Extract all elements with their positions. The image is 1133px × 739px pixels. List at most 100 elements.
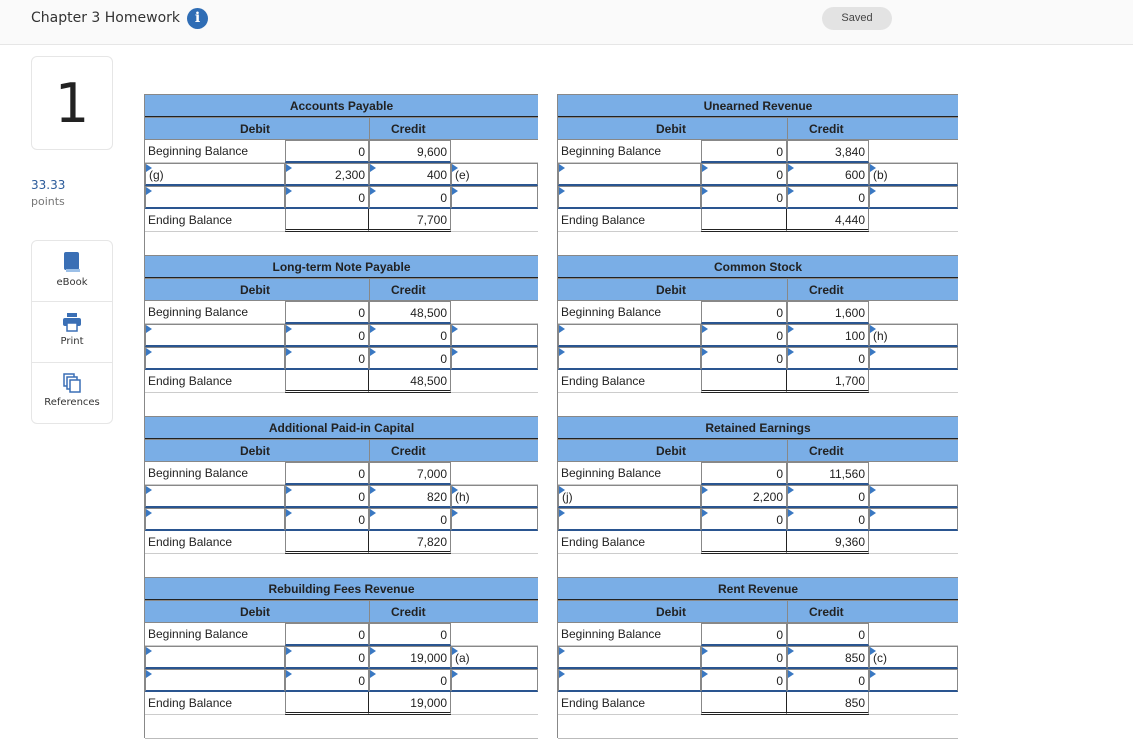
entry-credit-input[interactable]: 850 <box>787 646 869 669</box>
entry-debit-input[interactable]: 2,300 <box>285 163 369 186</box>
entry-credit-input[interactable]: 0 <box>369 324 451 347</box>
beginning-credit-input[interactable]: 11,560 <box>787 462 869 485</box>
entry-label-select[interactable] <box>558 163 701 186</box>
debit-header: Debit <box>656 444 686 458</box>
beginning-credit-input[interactable]: 9,600 <box>369 140 451 163</box>
entry-note-select[interactable] <box>869 669 958 692</box>
entry-debit-input[interactable]: 0 <box>285 646 369 669</box>
entry-debit-input[interactable]: 0 <box>285 669 369 692</box>
entry-credit-input[interactable]: 0 <box>369 347 451 370</box>
entry-label-select[interactable] <box>558 669 701 692</box>
entry-note-select[interactable]: (c) <box>869 646 958 669</box>
entry-note-select[interactable]: (h) <box>451 485 538 508</box>
beginning-credit-input[interactable]: 3,840 <box>787 140 869 163</box>
entry-note-select[interactable]: (a) <box>451 646 538 669</box>
info-icon[interactable]: i <box>187 8 208 29</box>
entry-debit-input[interactable]: 0 <box>701 646 787 669</box>
entry-label-select[interactable] <box>558 646 701 669</box>
entry-note-select[interactable] <box>451 508 538 531</box>
column-header-row: Debit Credit <box>145 117 538 140</box>
entry-debit-input[interactable]: 0 <box>701 163 787 186</box>
beginning-debit-input[interactable]: 0 <box>701 462 787 485</box>
beginning-debit-input[interactable]: 0 <box>285 462 369 485</box>
entry-note-select[interactable]: (e) <box>451 163 538 186</box>
entry-label-select[interactable] <box>558 347 701 370</box>
entry-note-select[interactable] <box>869 485 958 508</box>
entry-credit-input[interactable]: 600 <box>787 163 869 186</box>
entry-debit-input[interactable]: 0 <box>285 324 369 347</box>
entry-label-select[interactable] <box>145 347 285 370</box>
entry-label-select[interactable] <box>145 324 285 347</box>
beginning-debit-input[interactable]: 0 <box>285 301 369 324</box>
entry-debit-input[interactable]: 0 <box>285 347 369 370</box>
ebook-button[interactable]: eBook <box>32 241 112 302</box>
entry-label-select[interactable] <box>145 485 285 508</box>
entry-credit-input[interactable]: 0 <box>787 669 869 692</box>
entry-debit-input[interactable]: 0 <box>701 508 787 531</box>
beginning-balance-label: Beginning Balance <box>561 144 662 158</box>
entry-label-select[interactable]: (j) <box>558 485 701 508</box>
entry-debit-input[interactable]: 0 <box>701 669 787 692</box>
entry-note-select[interactable]: (b) <box>869 163 958 186</box>
entry-note-select[interactable] <box>869 347 958 370</box>
entry-credit-input[interactable]: 0 <box>369 669 451 692</box>
entry-credit-input[interactable]: 100 <box>787 324 869 347</box>
credit-header: Credit <box>391 605 426 619</box>
entry-note-select[interactable] <box>451 669 538 692</box>
top-bar: Chapter 3 Homework i Saved <box>0 0 1133 45</box>
ending-balance-label: Ending Balance <box>561 535 646 549</box>
entry-note-select[interactable] <box>451 186 538 209</box>
ending-debit-value <box>701 209 787 232</box>
print-button[interactable]: Print <box>32 302 112 363</box>
entry-credit-input[interactable]: 0 <box>787 347 869 370</box>
entry-label-select[interactable] <box>558 508 701 531</box>
entry-credit-input[interactable]: 0 <box>787 186 869 209</box>
ending-debit-value <box>701 692 787 715</box>
ending-balance-label: Ending Balance <box>561 374 646 388</box>
entry-note-select[interactable] <box>869 186 958 209</box>
beginning-debit-input[interactable]: 0 <box>701 623 787 646</box>
beginning-credit-input[interactable]: 0 <box>787 623 869 646</box>
entry-label-select[interactable] <box>558 186 701 209</box>
entry-label-select[interactable] <box>558 324 701 347</box>
entry-note-select[interactable]: (h) <box>869 324 958 347</box>
entry-credit-input[interactable]: 400 <box>369 163 451 186</box>
question-number: 1 <box>31 56 113 150</box>
entry-credit-input[interactable]: 0 <box>787 508 869 531</box>
beginning-debit-input[interactable]: 0 <box>285 140 369 163</box>
column-header-row: Debit Credit <box>145 439 538 462</box>
entry-debit-input[interactable]: 2,200 <box>701 485 787 508</box>
credit-header: Credit <box>809 444 844 458</box>
entry-note-select[interactable] <box>451 347 538 370</box>
entry-debit-input[interactable]: 0 <box>285 186 369 209</box>
entry-debit-input[interactable]: 0 <box>285 485 369 508</box>
entry-debit-input[interactable]: 0 <box>285 508 369 531</box>
entry-debit-input[interactable]: 0 <box>701 324 787 347</box>
beginning-credit-input[interactable]: 48,500 <box>369 301 451 324</box>
entry-label-select[interactable]: (g) <box>145 163 285 186</box>
beginning-credit-input[interactable]: 1,600 <box>787 301 869 324</box>
entry-note-select[interactable] <box>869 508 958 531</box>
beginning-balance-label: Beginning Balance <box>148 144 249 158</box>
entry-label-select[interactable] <box>145 669 285 692</box>
t-account: Rebuilding Fees Revenue Debit Credit Beg… <box>144 577 538 739</box>
entry-credit-input[interactable]: 19,000 <box>369 646 451 669</box>
beginning-credit-input[interactable]: 0 <box>369 623 451 646</box>
beginning-debit-input[interactable]: 0 <box>701 301 787 324</box>
beginning-debit-input[interactable]: 0 <box>701 140 787 163</box>
entry-credit-input[interactable]: 0 <box>369 508 451 531</box>
entry-note-select[interactable] <box>451 324 538 347</box>
entry-label-select[interactable] <box>145 646 285 669</box>
entry-credit-input[interactable]: 820 <box>369 485 451 508</box>
entry-label-select[interactable] <box>145 508 285 531</box>
beginning-credit-input[interactable]: 7,000 <box>369 462 451 485</box>
entry-debit-input[interactable]: 0 <box>701 347 787 370</box>
entry-debit-input[interactable]: 0 <box>701 186 787 209</box>
column-header-row: Debit Credit <box>145 278 538 301</box>
beginning-debit-input[interactable]: 0 <box>285 623 369 646</box>
entry-label-select[interactable] <box>145 186 285 209</box>
credit-header: Credit <box>809 605 844 619</box>
references-button[interactable]: References <box>32 363 112 424</box>
entry-credit-input[interactable]: 0 <box>369 186 451 209</box>
entry-credit-input[interactable]: 0 <box>787 485 869 508</box>
